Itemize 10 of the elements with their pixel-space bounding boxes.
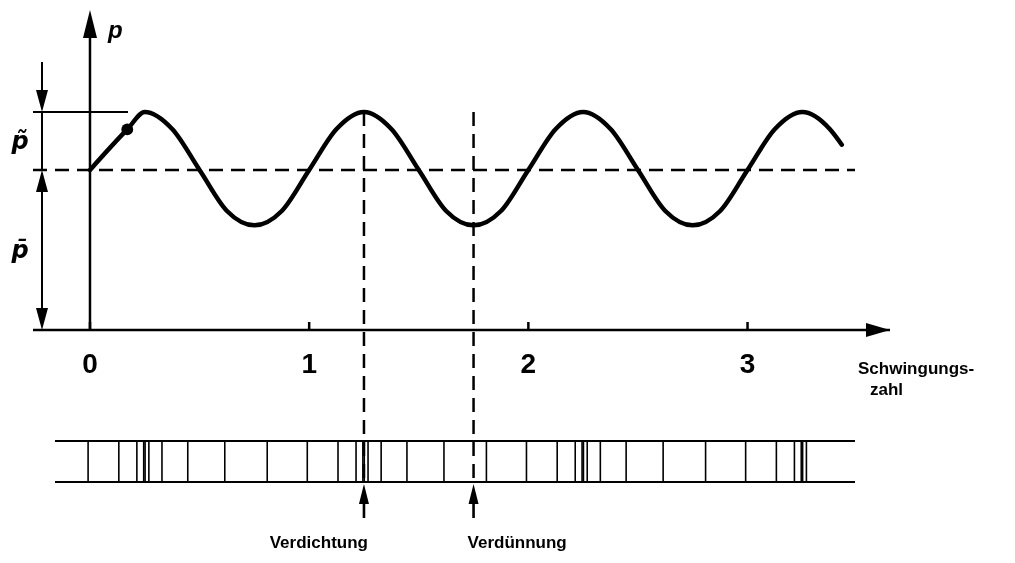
x-tick-label: 1 xyxy=(301,348,317,379)
x-tick-label: 0 xyxy=(82,348,98,379)
text: p̄ xyxy=(10,235,29,264)
x-tick-label: 3 xyxy=(739,348,756,379)
text: Verdünnung xyxy=(467,533,567,552)
text: p̃ xyxy=(10,126,29,155)
y-axis-title: p xyxy=(106,16,123,43)
x-axis-title: Schwingungs- zahl xyxy=(858,359,975,399)
x-tick-label: 2 xyxy=(520,348,537,379)
text: Verdichtung xyxy=(269,533,368,552)
